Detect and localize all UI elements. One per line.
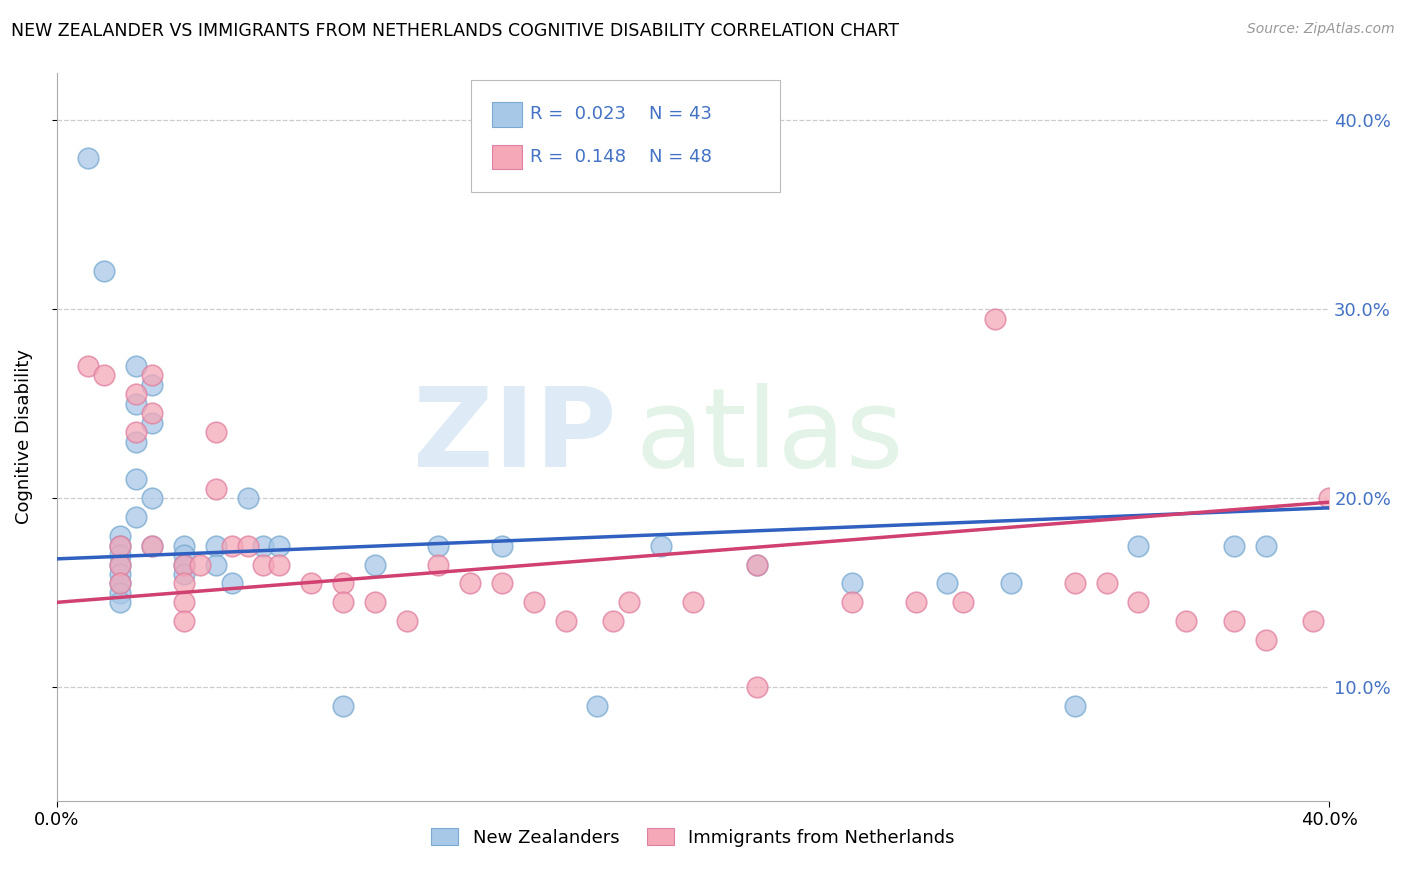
Point <box>110 567 132 582</box>
Point <box>173 614 195 628</box>
Point <box>841 576 863 591</box>
Point <box>427 558 450 572</box>
Point <box>619 595 641 609</box>
Point <box>125 434 148 449</box>
Point <box>204 558 226 572</box>
Point <box>141 406 163 420</box>
Point <box>110 529 132 543</box>
Point <box>252 558 274 572</box>
Point <box>173 595 195 609</box>
Point <box>110 595 132 609</box>
Point <box>77 359 100 373</box>
Text: NEW ZEALANDER VS IMMIGRANTS FROM NETHERLANDS COGNITIVE DISABILITY CORRELATION CH: NEW ZEALANDER VS IMMIGRANTS FROM NETHERL… <box>11 22 900 40</box>
Point <box>204 425 226 440</box>
Point <box>110 576 132 591</box>
Point <box>236 539 259 553</box>
Point <box>204 539 226 553</box>
Point <box>364 558 387 572</box>
Point <box>299 576 322 591</box>
Point <box>141 416 163 430</box>
Point <box>332 576 354 591</box>
Point <box>364 595 387 609</box>
Point <box>125 387 148 401</box>
Point <box>1223 539 1246 553</box>
Point <box>173 539 195 553</box>
Point <box>125 510 148 524</box>
Text: Source: ZipAtlas.com: Source: ZipAtlas.com <box>1247 22 1395 37</box>
Point <box>141 539 163 553</box>
Point <box>458 576 481 591</box>
Point <box>141 368 163 383</box>
Point <box>1254 633 1277 648</box>
Text: R =  0.148    N = 48: R = 0.148 N = 48 <box>530 148 711 166</box>
Point <box>332 699 354 714</box>
Point <box>1063 576 1085 591</box>
Point <box>110 539 132 553</box>
Point <box>93 264 115 278</box>
Point <box>1063 699 1085 714</box>
Point <box>110 558 132 572</box>
Point <box>1317 491 1340 506</box>
Point <box>745 558 768 572</box>
Point <box>745 681 768 695</box>
Point <box>204 482 226 496</box>
Point <box>952 595 974 609</box>
Point <box>125 359 148 373</box>
Point <box>221 539 243 553</box>
Point <box>188 558 211 572</box>
Point <box>1128 539 1150 553</box>
Point <box>427 539 450 553</box>
Point <box>650 539 672 553</box>
Point <box>1223 614 1246 628</box>
Point <box>491 539 513 553</box>
Point <box>554 614 576 628</box>
Point <box>173 558 195 572</box>
Point <box>236 491 259 506</box>
Text: ZIP: ZIP <box>413 384 617 491</box>
Point <box>110 558 132 572</box>
Point <box>1095 576 1118 591</box>
Point <box>491 576 513 591</box>
Point <box>523 595 546 609</box>
Point <box>173 576 195 591</box>
Point <box>141 539 163 553</box>
Point <box>141 491 163 506</box>
Point <box>395 614 418 628</box>
Point <box>602 614 624 628</box>
Y-axis label: Cognitive Disability: Cognitive Disability <box>15 350 32 524</box>
Point <box>93 368 115 383</box>
Point <box>984 311 1007 326</box>
Point <box>173 567 195 582</box>
Point <box>1302 614 1324 628</box>
Point <box>841 595 863 609</box>
Point <box>125 397 148 411</box>
Point <box>1000 576 1022 591</box>
Text: atlas: atlas <box>636 384 904 491</box>
Text: R =  0.023    N = 43: R = 0.023 N = 43 <box>530 105 711 123</box>
Point <box>682 595 704 609</box>
Point <box>1128 595 1150 609</box>
Point <box>77 151 100 165</box>
Point <box>125 425 148 440</box>
Point <box>173 548 195 562</box>
Point <box>141 378 163 392</box>
Point <box>1175 614 1198 628</box>
Legend: New Zealanders, Immigrants from Netherlands: New Zealanders, Immigrants from Netherla… <box>425 821 962 854</box>
Point <box>110 586 132 600</box>
Point <box>110 548 132 562</box>
Point <box>269 558 291 572</box>
Point <box>745 558 768 572</box>
Point <box>586 699 609 714</box>
Point <box>904 595 927 609</box>
Point <box>125 473 148 487</box>
Point <box>173 558 195 572</box>
Point <box>1254 539 1277 553</box>
Point <box>110 539 132 553</box>
Point <box>269 539 291 553</box>
Point <box>252 539 274 553</box>
Point <box>332 595 354 609</box>
Point <box>110 576 132 591</box>
Point <box>936 576 959 591</box>
Point <box>221 576 243 591</box>
